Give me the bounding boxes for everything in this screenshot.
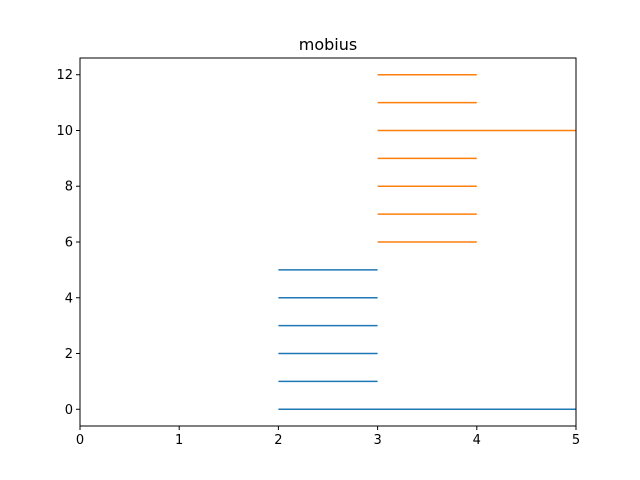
y-tick-label: 0	[65, 403, 73, 418]
plot-area	[278, 73, 576, 411]
plot-frame	[79, 57, 577, 427]
x-tick-label: 4	[473, 433, 481, 448]
y-axis: 0 2 4 6 8 10 12	[56, 68, 80, 418]
x-tick-label: 3	[373, 433, 381, 448]
x-axis: 0 1 2 3 4 5	[76, 426, 580, 448]
y-tick-label: 10	[56, 124, 73, 139]
x-tick-label: 1	[175, 433, 183, 448]
y-tick-label: 6	[65, 236, 73, 251]
y-tick-label: 2	[65, 347, 73, 362]
x-tick-label: 5	[572, 433, 580, 448]
y-tick-label: 12	[56, 68, 73, 83]
y-tick-label: 8	[65, 180, 73, 195]
chart-title: mobius	[299, 35, 357, 54]
x-tick-label: 0	[76, 433, 84, 448]
x-tick-label: 2	[274, 433, 282, 448]
y-tick-label: 4	[65, 291, 73, 306]
